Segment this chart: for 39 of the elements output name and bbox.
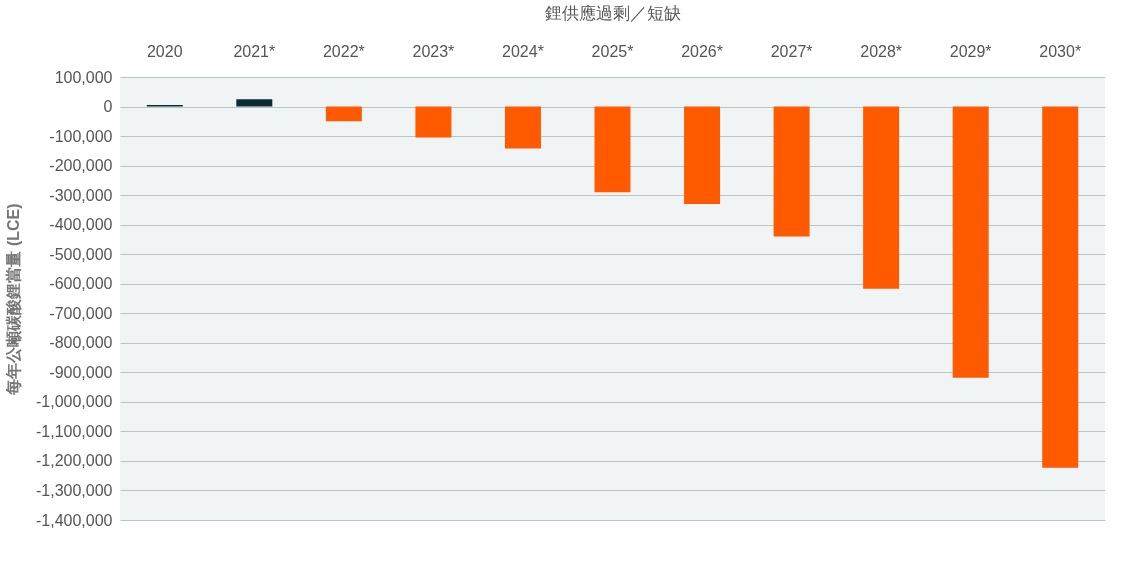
- y-tick-label: -500,000: [49, 245, 113, 263]
- y-tick-label: -600,000: [49, 275, 113, 293]
- x-tick-label: 2022*: [322, 42, 365, 60]
- chart-title: 鋰供應過剩／短缺: [544, 4, 681, 23]
- bar: [684, 106, 721, 204]
- y-tick-label: -1,300,000: [35, 481, 113, 499]
- x-tick-label: 2026*: [681, 42, 723, 60]
- bar: [863, 106, 900, 289]
- bar: [952, 106, 989, 378]
- y-tick-label: -1,200,000: [35, 452, 113, 470]
- x-tick-label: 2029*: [949, 42, 992, 60]
- y-tick-label: -100,000: [49, 127, 113, 145]
- x-tick-label: 2021*: [233, 42, 276, 60]
- x-tick-label: 2024*: [502, 42, 544, 60]
- x-tick-label: 2025*: [591, 42, 634, 60]
- y-tick-label: -900,000: [49, 363, 113, 381]
- bar: [504, 106, 541, 149]
- bar: [773, 106, 810, 237]
- x-tick-label: 2020: [146, 42, 183, 60]
- x-tick-label: 2027*: [770, 42, 813, 60]
- y-tick-label: -1,100,000: [35, 422, 113, 440]
- bar: [236, 99, 273, 107]
- bar: [1042, 106, 1079, 468]
- y-tick-label: 0: [103, 98, 113, 116]
- y-tick-label: -800,000: [49, 334, 113, 352]
- y-tick-label: -200,000: [49, 157, 113, 175]
- x-tick-label: 2030*: [1039, 42, 1082, 60]
- bar: [594, 106, 631, 193]
- bar: [325, 106, 362, 122]
- y-tick-label: -1,400,000: [35, 511, 113, 529]
- x-tick-label: 2028*: [860, 42, 903, 60]
- y-tick-label: 100,000: [54, 68, 113, 86]
- y-axis-title: 每年公噸碳酸鋰當量 (LCE): [4, 203, 22, 396]
- y-tick-label: -700,000: [49, 304, 113, 322]
- y-tick-label: -400,000: [49, 216, 113, 234]
- x-tick-label: 2023*: [412, 42, 455, 60]
- y-tick-label: -1,000,000: [35, 393, 113, 411]
- y-tick-label: -300,000: [49, 186, 113, 204]
- bar: [415, 106, 452, 138]
